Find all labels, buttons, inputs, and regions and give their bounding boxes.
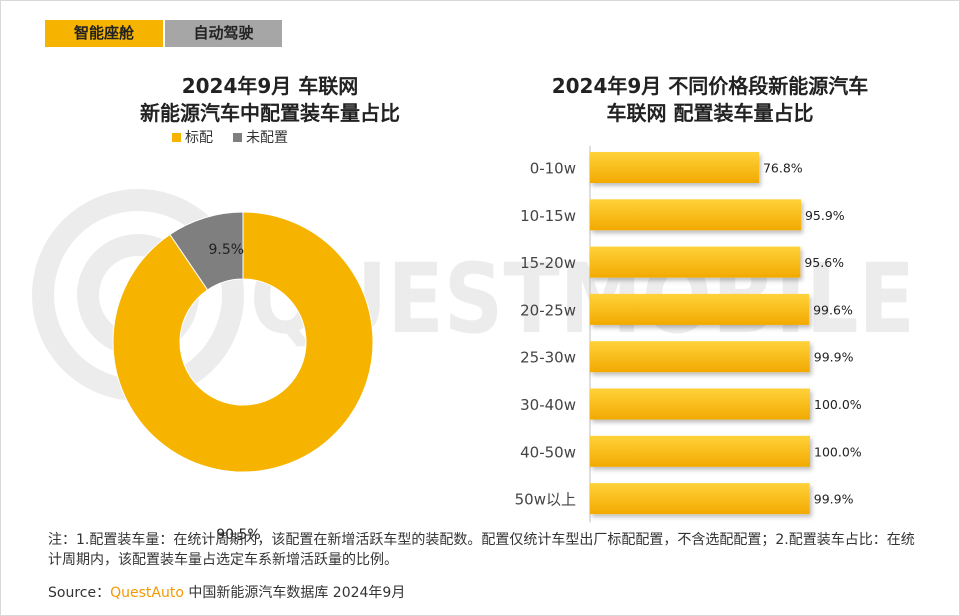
donut-chart-title: 2024年9月 车联网 新能源汽车中配置装车量占比 [70, 73, 470, 127]
legend-swatch-standard [172, 132, 181, 142]
bar-value-label-4: 99.9% [814, 350, 854, 365]
bar-2 [590, 246, 801, 278]
bar-value-label-7: 99.9% [814, 492, 854, 507]
bar-category-label-3: 20-25w [520, 301, 576, 319]
legend-item-standard: 标配 [172, 127, 213, 147]
legend-swatch-not-configured [233, 132, 242, 142]
donut-slice-1 [169, 211, 244, 291]
bar-value-label-6: 100.0% [814, 444, 862, 459]
legend-item-not-configured: 未配置 [233, 127, 288, 147]
donut-legend: 标配 未配置 [172, 127, 288, 147]
tab-autonomous-driving[interactable]: 自动驾驶 [165, 20, 282, 47]
bar-4 [590, 341, 810, 373]
source-brand: QuestAuto [110, 585, 184, 601]
footnote: 注：1.配置装车量：在统计周期内，该配置在新增活跃车型的装配数。配置仅统计车型出… [48, 532, 915, 568]
donut-slice-label-1: 9.5% [208, 242, 244, 258]
bar-category-label-5: 30-40w [520, 396, 576, 414]
tab-smart-cockpit[interactable]: 智能座舱 [45, 20, 163, 47]
bar-5 [590, 388, 810, 420]
bar-6 [590, 435, 810, 467]
bar-category-label-6: 40-50w [520, 443, 576, 461]
bar-title-line1: 2024年9月 不同价格段新能源汽车 [551, 74, 869, 98]
donut-title-line2: 新能源汽车中配置装车量占比 [140, 101, 400, 125]
bar-chart-title: 2024年9月 不同价格段新能源汽车 车联网 配置装车量占比 [510, 73, 910, 127]
source-text: 中国新能源汽车数据库 2024年9月 [183, 585, 406, 601]
bar-0 [590, 152, 759, 183]
legend-label-not-configured: 未配置 [246, 130, 288, 146]
bar-title-line2: 车联网 配置装车量占比 [606, 101, 814, 125]
bar-value-label-0: 76.8% [763, 161, 803, 176]
donut-slice-label-0: 90.5% [216, 527, 260, 543]
bar-category-label-2: 15-20w [520, 254, 576, 272]
bar-value-label-1: 95.9% [805, 208, 845, 223]
bar-3 [590, 293, 810, 325]
donut-title-line1: 2024年9月 车联网 [181, 74, 359, 98]
legend-label-standard: 标配 [185, 130, 213, 146]
bar-category-label-0: 0-10w [530, 160, 576, 178]
donut-chart: 90.5% 9.5% [112, 211, 374, 543]
bar-chart: 0-10w 76.8% 10-15w 95.9% 15-20w 95.6% 20-25w 99… [515, 146, 862, 523]
bar-1 [590, 199, 801, 231]
bar-value-label-3: 99.6% [813, 302, 853, 317]
donut-slice-0 [112, 211, 374, 473]
bar-7 [590, 483, 810, 515]
bar-value-label-5: 100.0% [814, 397, 862, 412]
source-line: Source：QuestAuto 中国新能源汽车数据库 2024年9月 [48, 582, 405, 602]
bar-category-label-7: 50w以上 [515, 491, 576, 509]
bar-category-label-1: 10-15w [520, 207, 576, 225]
source-prefix: Source： [48, 585, 111, 601]
bar-value-label-2: 95.6% [804, 255, 844, 270]
bar-category-label-4: 25-30w [520, 349, 576, 367]
